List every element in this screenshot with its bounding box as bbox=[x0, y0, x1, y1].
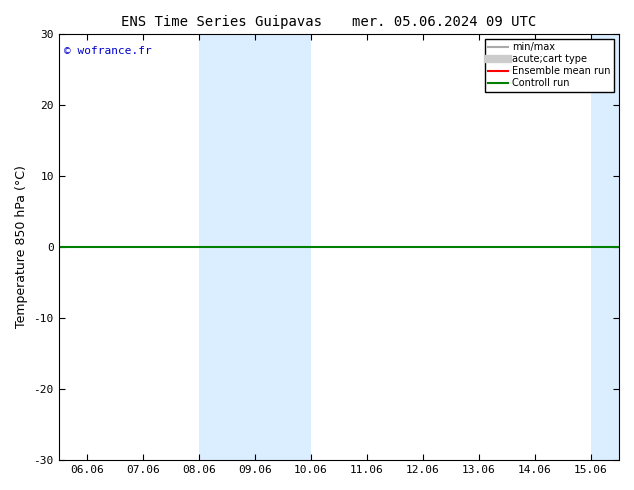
Bar bbox=[591, 34, 634, 460]
Bar bbox=[198, 34, 311, 460]
Text: ENS Time Series Guipavas: ENS Time Series Guipavas bbox=[121, 15, 323, 29]
Y-axis label: Temperature 850 hPa (°C): Temperature 850 hPa (°C) bbox=[15, 166, 28, 328]
Legend: min/max, acute;cart type, Ensemble mean run, Controll run: min/max, acute;cart type, Ensemble mean … bbox=[484, 39, 614, 92]
Text: mer. 05.06.2024 09 UTC: mer. 05.06.2024 09 UTC bbox=[352, 15, 536, 29]
Text: © wofrance.fr: © wofrance.fr bbox=[64, 47, 152, 56]
